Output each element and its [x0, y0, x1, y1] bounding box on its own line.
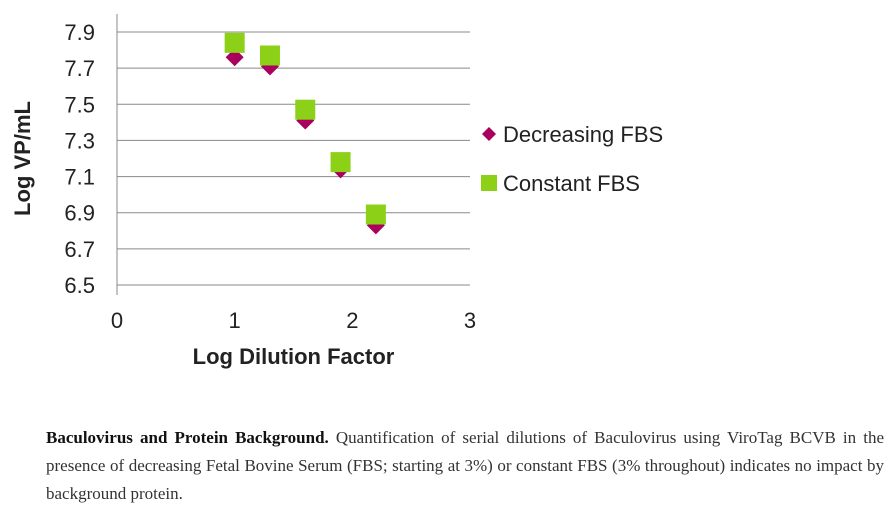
grid-lines: [117, 31, 470, 286]
y-tick-label-4: 7.3: [64, 128, 95, 153]
point-constant-fbs-1: [259, 45, 280, 66]
y-axis-title: Log VP/mL: [10, 101, 35, 216]
y-tick-label-3: 7.1: [64, 165, 95, 190]
caption-title: Baculovirus and Protein Background.: [46, 428, 329, 447]
point-decreasing-fbs-1: [260, 57, 279, 76]
x-tick-label-0: 0: [111, 308, 123, 333]
x-tick-label-3: 3: [464, 308, 476, 333]
y-tick-label-2: 6.9: [64, 201, 95, 226]
caption-text: Quantification of serial dilutions of Ba…: [46, 428, 885, 503]
y-tick-labels: 6.5 6.7 6.9 7.1 7.3 7.5 7.7 7.9: [64, 20, 95, 298]
legend-marker-constant-fbs: [481, 175, 497, 191]
point-constant-fbs-3: [330, 152, 351, 173]
x-tick-labels: 0 1 2 3: [111, 308, 476, 333]
legend-marker-decreasing-fbs: [482, 127, 496, 141]
scatter-chart: 6.5 6.7 6.9 7.1 7.3 7.5 7.7 7.9 0 1 2 3 Log Diluti…: [10, 14, 663, 369]
y-tick-label-7: 7.9: [64, 20, 95, 45]
point-constant-fbs-2: [295, 99, 316, 120]
x-tick-label-1: 1: [229, 308, 241, 333]
point-constant-fbs-4: [365, 204, 386, 225]
y-tick-label-0: 6.5: [64, 273, 95, 298]
legend-label-1: Constant FBS: [503, 171, 640, 196]
legend-label-0: Decreasing FBS: [503, 122, 663, 147]
data-points: [224, 32, 386, 235]
y-tick-label-1: 6.7: [64, 237, 95, 262]
x-axis-title: Log Dilution Factor: [193, 344, 395, 369]
figure-caption: Baculovirus and Protein Background. Quan…: [46, 424, 884, 508]
legend: Decreasing FBS Constant FBS: [481, 122, 663, 196]
y-tick-label-6: 7.7: [64, 56, 95, 81]
y-tick-label-5: 7.5: [64, 92, 95, 117]
x-tick-label-2: 2: [346, 308, 358, 333]
point-constant-fbs-0: [224, 32, 245, 53]
